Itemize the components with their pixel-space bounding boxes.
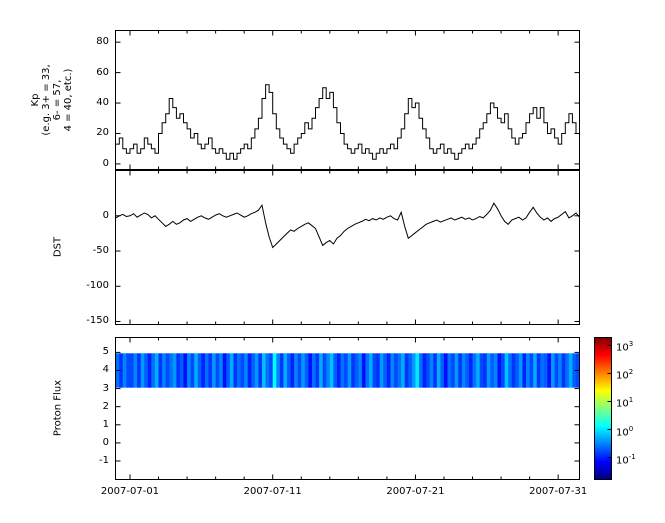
proton-flux-heatmap xyxy=(115,353,580,388)
proton_flux-y-tick-label: -1 xyxy=(99,454,109,466)
x-tick-label: 2007-07-01 xyxy=(100,486,160,497)
proton_flux-y-tick-label: 0 xyxy=(102,436,109,448)
colorbar-tick-label: 100 xyxy=(616,424,634,438)
axes-frame xyxy=(115,337,580,480)
kp-line xyxy=(115,84,580,160)
kp-y-tick-label: 80 xyxy=(96,36,109,48)
colorbar-tick-label: 10-1 xyxy=(616,452,636,466)
dst-y-tick-label: 0 xyxy=(102,209,109,221)
kp-axis-label-line: 6- = 57, xyxy=(52,79,63,121)
kp-axis-label-line: Kp xyxy=(30,93,41,107)
kp-y-tick-label: 0 xyxy=(102,157,109,169)
kp-plot xyxy=(115,30,580,170)
dst-line xyxy=(115,202,580,249)
dst-y-tick-label: -50 xyxy=(92,245,109,257)
kp-axis-label-line: (e.g. 3+ = 33, xyxy=(41,64,52,136)
axes-frame xyxy=(115,170,580,325)
proton-flux-plot xyxy=(115,337,580,480)
x-tick-label: 2007-07-31 xyxy=(529,486,588,497)
flux-colorbar xyxy=(594,337,612,480)
x-tick-label: 2007-07-11 xyxy=(243,486,302,497)
colorbar-gradient xyxy=(594,337,612,480)
colorbar-tick-label: 101 xyxy=(616,396,634,410)
kp-y-tick-label: 60 xyxy=(96,66,109,78)
colorbar-tick-label: 102 xyxy=(616,368,634,382)
kp-y-tick-label: 20 xyxy=(96,127,109,139)
proton_flux-y-tick-label: 2 xyxy=(102,400,109,412)
proton_flux-y-tick-label: 1 xyxy=(102,418,109,430)
proton_flux-y-tick-label: 5 xyxy=(102,346,109,358)
dst-y-tick-label: -150 xyxy=(86,315,109,327)
kp-y-tick-label: 40 xyxy=(96,97,109,109)
proton_flux-y-tick-label: 3 xyxy=(102,382,109,394)
colorbar-tick-label: 103 xyxy=(616,340,634,354)
dst-y-tick-label: -100 xyxy=(86,280,109,292)
proton_flux-y-tick-label: 4 xyxy=(102,364,109,376)
dst-axis-label: DST xyxy=(52,236,64,258)
proton-flux-axis-label: Proton Flux xyxy=(52,379,64,437)
dst-plot xyxy=(115,170,580,325)
x-tick-label: 2007-07-21 xyxy=(386,486,445,497)
axes-frame xyxy=(115,30,580,170)
